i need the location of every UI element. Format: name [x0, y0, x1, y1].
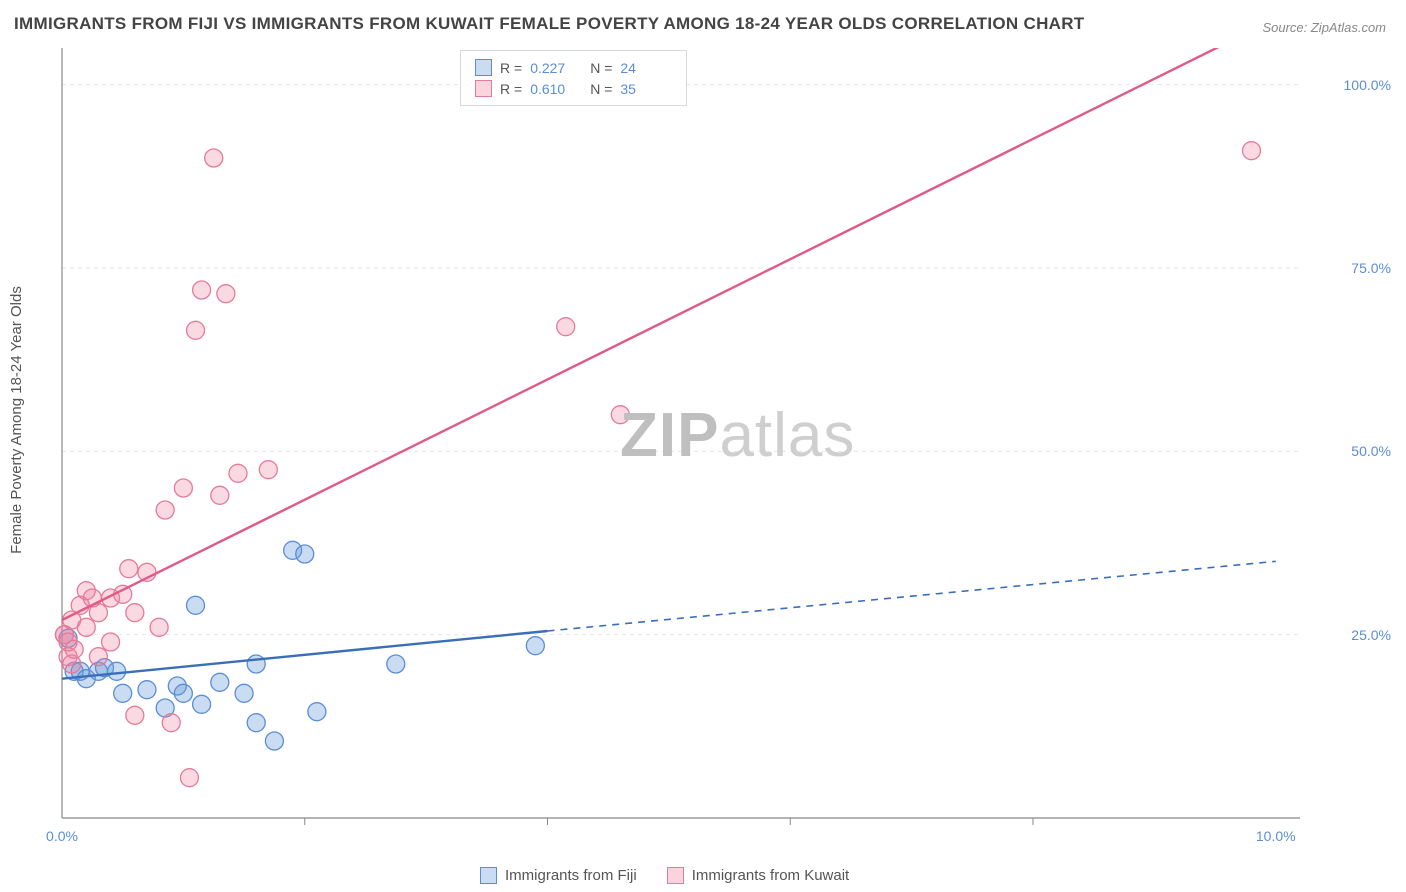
x-tick-label: 10.0% [1256, 828, 1296, 844]
y-tick-label: 100.0% [1344, 77, 1391, 93]
chart-area [50, 48, 1380, 848]
legend-label: Immigrants from Kuwait [692, 867, 850, 884]
series-legend: Immigrants from Fiji Immigrants from Kuw… [480, 867, 849, 884]
source-attribution: Source: ZipAtlas.com [1262, 20, 1386, 35]
legend-row-kuwait: R = 0.610 N = 35 [475, 78, 672, 99]
y-tick-label: 25.0% [1351, 627, 1391, 643]
n-label: N = [590, 81, 612, 97]
legend-label: Immigrants from Fiji [505, 867, 637, 884]
chart-title: IMMIGRANTS FROM FIJI VS IMMIGRANTS FROM … [14, 14, 1084, 34]
scatter-plot [50, 48, 1380, 848]
r-value: 0.610 [530, 81, 582, 97]
swatch-icon [480, 867, 497, 884]
swatch-icon [475, 59, 492, 76]
n-value: 35 [620, 81, 672, 97]
x-tick-label: 0.0% [46, 828, 78, 844]
legend-item-kuwait: Immigrants from Kuwait [667, 867, 850, 884]
y-tick-label: 50.0% [1351, 443, 1391, 459]
r-value: 0.227 [530, 60, 582, 76]
n-label: N = [590, 60, 612, 76]
r-label: R = [500, 60, 522, 76]
n-value: 24 [620, 60, 672, 76]
correlation-legend: R = 0.227 N = 24 R = 0.610 N = 35 [460, 50, 687, 106]
r-label: R = [500, 81, 522, 97]
swatch-icon [667, 867, 684, 884]
y-axis-label: Female Poverty Among 18-24 Year Olds [8, 286, 25, 554]
legend-item-fiji: Immigrants from Fiji [480, 867, 637, 884]
y-tick-label: 75.0% [1351, 260, 1391, 276]
swatch-icon [475, 80, 492, 97]
legend-row-fiji: R = 0.227 N = 24 [475, 57, 672, 78]
